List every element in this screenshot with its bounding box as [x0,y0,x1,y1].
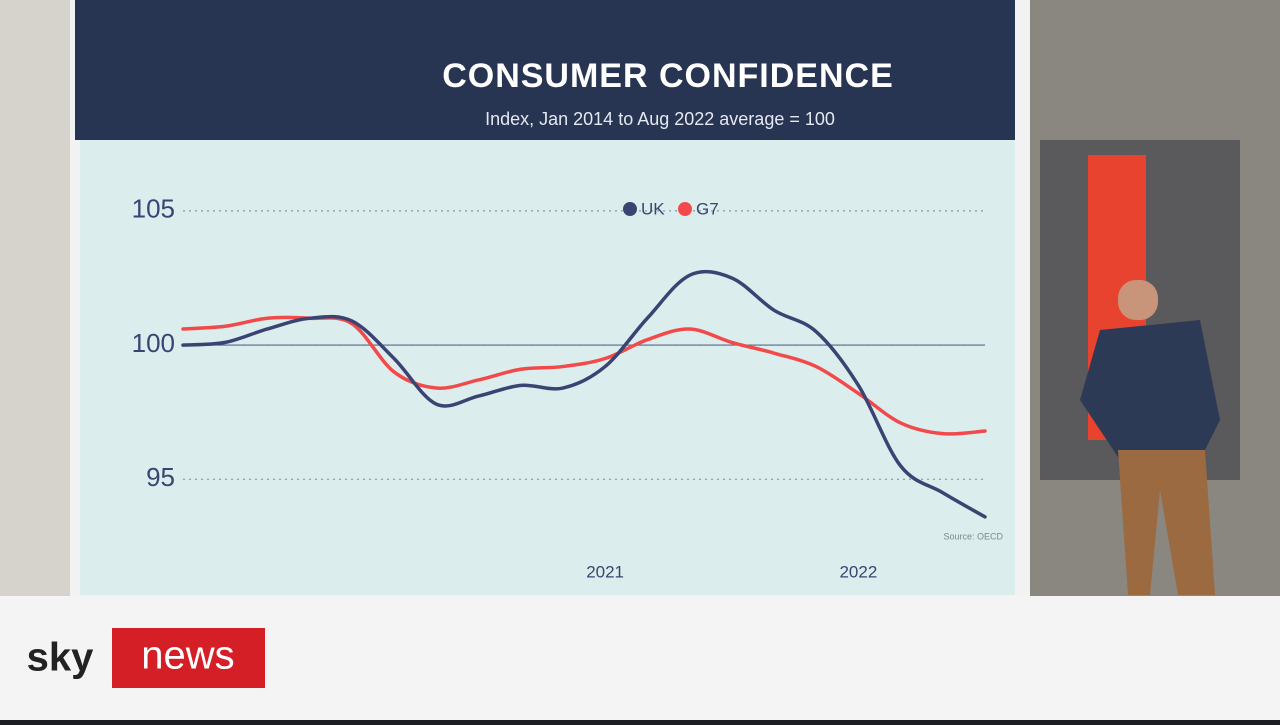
plot: 95 100 105 2021 2022 UK G7 [132,194,987,581]
x-tick-label: 2021 [586,562,624,581]
screen-frame [0,0,70,600]
x-tick-label: 2022 [839,562,877,581]
logo-news: news [141,634,234,678]
chart-title: CONSUMER CONFIDENCE [442,57,894,95]
logo-news-box [112,628,265,688]
y-tick-label: 105 [132,194,175,224]
logo-sky: sky [27,636,94,680]
y-tick-label: 100 [132,328,175,358]
presenter-trousers [1118,450,1215,595]
presenter-jacket [1080,320,1220,460]
presenter-head [1118,280,1158,320]
chart-subtitle: Index, Jan 2014 to Aug 2022 average = 10… [485,109,835,129]
y-tick-label: 95 [146,462,175,492]
legend-marker [678,202,692,216]
source-note: Source: OECD [943,531,1003,541]
legend-label: G7 [696,199,719,218]
legend-marker [623,202,637,216]
chart-header [75,0,1015,140]
legend-label: UK [641,199,665,218]
series-line [181,269,987,519]
